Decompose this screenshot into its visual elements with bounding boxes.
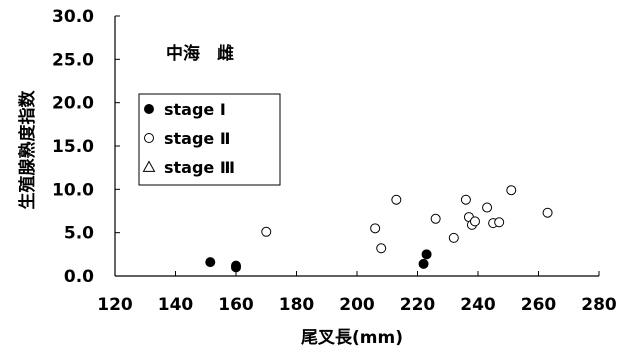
legend-label-2: stage Ⅱ xyxy=(164,129,230,148)
x-tick-label: 180 xyxy=(279,295,315,315)
x-tick-label: 260 xyxy=(521,295,557,315)
data-point-series-2 xyxy=(376,243,387,254)
data-point-series-1 xyxy=(421,249,432,260)
data-point-series-2 xyxy=(460,194,471,205)
y-tick-label: 25.0 xyxy=(52,50,94,70)
x-tick-label: 140 xyxy=(158,295,194,315)
data-points xyxy=(205,185,553,273)
legend-label-3: stage Ⅲ xyxy=(164,158,235,177)
data-point-series-2 xyxy=(370,223,381,234)
data-point-series-2 xyxy=(494,217,505,228)
data-point-series-1 xyxy=(418,258,429,269)
x-tick-label: 220 xyxy=(400,295,436,315)
x-axis-label: 尾叉長(mm) xyxy=(301,328,403,348)
chart-annotation: 中海 雌 xyxy=(166,43,234,64)
data-point-series-2 xyxy=(261,226,272,237)
x-tick-label: 120 xyxy=(97,295,133,315)
x-tick-label: 160 xyxy=(218,295,254,315)
x-tick-label: 280 xyxy=(581,295,617,315)
legend-marker-3 xyxy=(142,160,156,172)
y-tick-label: 0.0 xyxy=(64,267,94,287)
legend-marker-1 xyxy=(144,104,154,114)
y-axis-label-text: 生殖腺熟度指数 xyxy=(17,90,38,210)
x-tick-label: 200 xyxy=(339,295,375,315)
axis-ticks: 120 140 160 180 200 220 240 260 280 0.0 5.0 10.0 15.… xyxy=(52,7,617,315)
legend: stage Ⅰ stage Ⅱ stage Ⅲ xyxy=(138,93,281,186)
data-point-series-2 xyxy=(542,207,553,218)
y-tick-label: 5.0 xyxy=(64,224,94,244)
legend-label-1: stage Ⅰ xyxy=(164,100,226,119)
data-point-series-2 xyxy=(391,194,402,205)
data-point-series-1 xyxy=(231,262,241,273)
y-tick-label: 20.0 xyxy=(52,94,94,114)
y-axis-label: 生殖腺熟度指数 xyxy=(17,90,38,210)
data-point-series-2 xyxy=(448,232,459,243)
data-point-series-2 xyxy=(506,185,517,196)
y-tick-label: 10.0 xyxy=(52,180,94,200)
data-point-series-2 xyxy=(469,216,480,227)
data-point-series-2 xyxy=(482,202,493,213)
y-tick-label: 15.0 xyxy=(52,137,94,157)
y-tick-label: 30.0 xyxy=(52,7,94,27)
x-tick-label: 240 xyxy=(460,295,496,315)
data-point-series-2 xyxy=(430,213,441,224)
legend-box xyxy=(138,93,281,186)
legend-marker-2 xyxy=(144,133,154,143)
data-point-series-1 xyxy=(205,257,216,268)
